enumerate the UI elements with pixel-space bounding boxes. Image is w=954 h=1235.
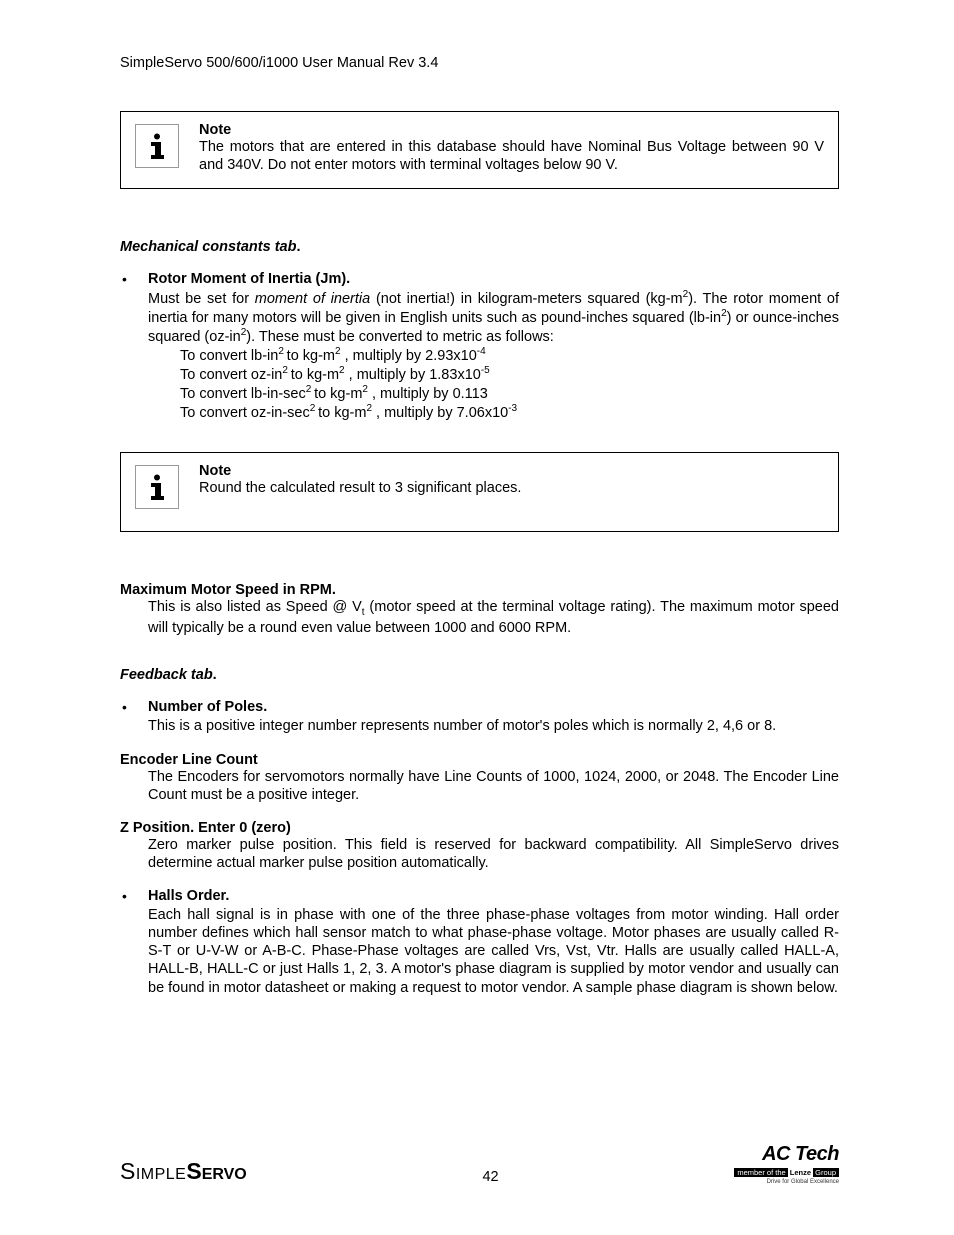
note-label: Note (199, 122, 824, 138)
halls-title: Halls Order. (148, 888, 229, 904)
zpos-body: Zero marker pulse position. This field i… (148, 836, 839, 872)
halls-body: Each hall signal is in phase with one of… (148, 906, 839, 997)
bullet-icon: • (120, 699, 148, 715)
info-icon (135, 124, 179, 168)
page-header: SimpleServo 500/600/i1000 User Manual Re… (120, 55, 839, 71)
conversion-line: To convert lb-in2 to kg-m2 , multiply by… (180, 346, 839, 365)
conversion-list: To convert lb-in2 to kg-m2 , multiply by… (180, 346, 839, 422)
conversion-line: To convert oz-in2 to kg-m2 , multiply by… (180, 365, 839, 384)
tagline: Drive for Global Excellence (734, 1179, 839, 1185)
note-body: The motors that are entered in this data… (199, 138, 824, 174)
section-heading-mechanical: Mechanical constants tab. (120, 239, 839, 255)
lenze-bar: member of the Lenze Group (734, 1168, 839, 1178)
note-body: Round the calculated result to 3 signifi… (199, 479, 824, 497)
bullet-halls: • Halls Order. (120, 888, 839, 904)
conversion-line: To convert oz-in-sec2 to kg-m2 , multipl… (180, 403, 839, 422)
rotor-paragraph: Must be set for moment of inertia (not i… (148, 289, 839, 346)
bullet-icon: • (120, 888, 148, 904)
brand-simpleservo: SimpleServo (120, 1158, 247, 1185)
note-text: Note Round the calculated result to 3 si… (199, 463, 824, 497)
bullet-rotor-inertia: • Rotor Moment of Inertia (Jm). (120, 271, 839, 287)
bullet-poles: • Number of Poles. (120, 699, 839, 715)
bullet-icon: • (120, 271, 148, 287)
info-icon (135, 465, 179, 509)
max-speed-body: This is also listed as Speed @ Vt (motor… (148, 598, 839, 638)
zpos-title: Z Position. Enter 0 (zero) (120, 820, 839, 836)
conversion-line: To convert lb-in-sec2 to kg-m2 , multipl… (180, 384, 839, 403)
encoder-title: Encoder Line Count (120, 752, 839, 768)
rotor-title: Rotor Moment of Inertia (Jm). (148, 271, 350, 287)
note-text: Note The motors that are entered in this… (199, 122, 824, 174)
brand-actech: AC Tech member of the Lenze Group Drive … (734, 1144, 839, 1186)
poles-body: This is a positive integer number repres… (148, 717, 839, 735)
actech-logo: AC Tech (734, 1144, 839, 1164)
note-box-rounding: Note Round the calculated result to 3 si… (120, 452, 839, 532)
page-number: 42 (482, 1169, 498, 1185)
page-footer: SimpleServo 42 AC Tech member of the Len… (120, 1144, 839, 1186)
max-speed-title: Maximum Motor Speed in RPM. (120, 582, 839, 598)
encoder-body: The Encoders for servomotors normally ha… (148, 768, 839, 804)
poles-title: Number of Poles. (148, 699, 267, 715)
note-label: Note (199, 463, 824, 479)
section-heading-feedback: Feedback tab. (120, 667, 839, 683)
note-box-voltage: Note The motors that are entered in this… (120, 111, 839, 189)
